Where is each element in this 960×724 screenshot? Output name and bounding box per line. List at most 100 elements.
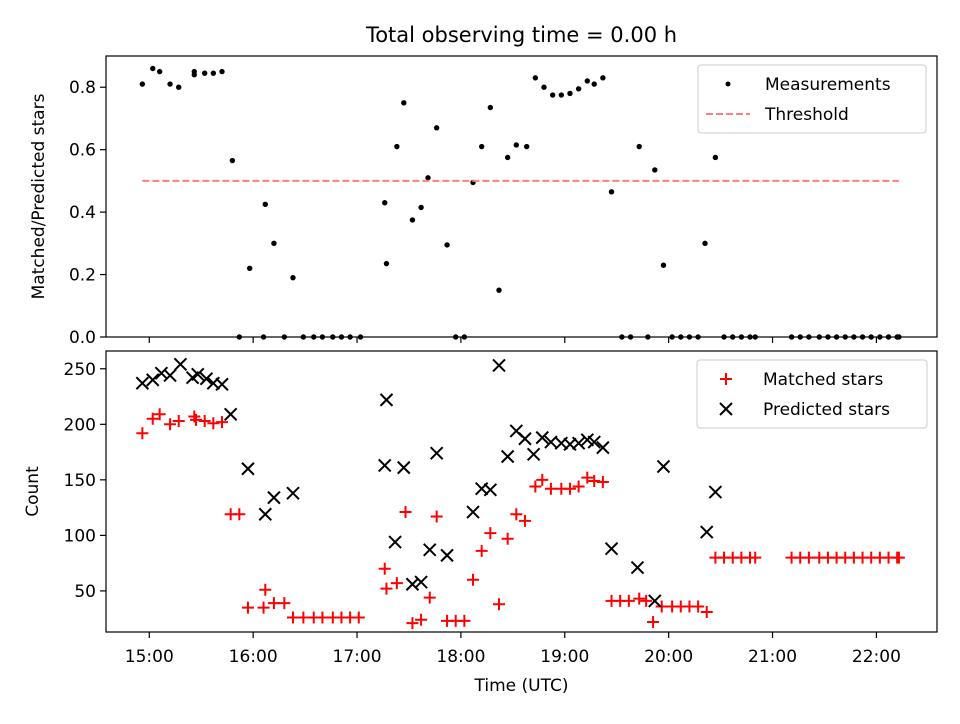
measurement-point	[686, 334, 693, 340]
matched-star-marker	[136, 427, 149, 440]
bottom-panel: 50 100 150 200 250 15:00 16:00 17:00 18:00 19:00…	[23, 350, 938, 696]
measurement-point	[156, 68, 163, 75]
matched-star-marker	[655, 600, 668, 613]
measurement-point	[409, 217, 416, 223]
measurement-point	[877, 334, 883, 340]
predicted-star-marker	[173, 357, 188, 372]
measurement-point	[549, 92, 556, 98]
matched-star-marker	[198, 414, 211, 427]
y-tick-label: 0.4	[69, 203, 96, 223]
matched-star-marker	[286, 611, 299, 624]
predicted-star-marker	[587, 435, 601, 449]
measurement-point	[558, 92, 565, 98]
measurement-point	[139, 81, 146, 87]
x-tick-label: 16:00	[229, 647, 278, 667]
matched-star-marker	[518, 514, 531, 527]
legend-threshold-label: Threshold	[764, 105, 849, 125]
measurement-point	[330, 334, 336, 340]
measurement-point	[600, 75, 606, 81]
matched-star-marker	[233, 508, 246, 521]
measurement-point	[575, 86, 582, 92]
top-y-axis-label: Matched/Predicted stars	[29, 93, 49, 299]
x-tick-label: 18:00	[436, 647, 485, 667]
top-y-ticks: 0.0 0.2 0.4 0.6 0.8	[69, 78, 106, 348]
legend-measurements-label: Measurements	[765, 75, 891, 95]
y-tick-label: 0.2	[69, 266, 96, 286]
measurement-point	[523, 143, 530, 150]
matched-star-marker	[749, 551, 762, 564]
matched-star-marker	[146, 412, 159, 425]
top-legend-box	[697, 64, 927, 134]
predicted-star-marker	[223, 407, 238, 422]
matched-star-marker	[581, 471, 594, 484]
y-tick-label: 250	[64, 360, 96, 380]
measurement-point	[487, 104, 494, 111]
bottom-legend: Matched stars Predicted stars	[696, 359, 928, 429]
chart-title: Total observing time = 0.00 h	[365, 23, 677, 47]
matched-star-marker	[259, 583, 272, 596]
measurement-point	[541, 84, 547, 90]
measurement-point	[645, 334, 651, 340]
measurement-point	[504, 154, 511, 161]
measurement-point	[859, 334, 866, 340]
matched-star-marker	[352, 611, 365, 624]
matched-star-marker	[492, 598, 505, 611]
predicted-star-marker	[596, 440, 610, 455]
predicted-star-marker	[483, 483, 498, 497]
measurement-point	[896, 334, 902, 340]
legend-matched-marker	[720, 373, 732, 385]
matched-star-marker	[378, 562, 391, 575]
predicted-star-marker	[656, 459, 671, 474]
predicted-star-marker	[571, 436, 586, 450]
bottom-y-axis-label: Count	[23, 466, 43, 517]
predicted-star-marker	[440, 548, 454, 563]
predicted-star-marker	[526, 447, 541, 461]
measurement-point	[721, 334, 727, 340]
matched-star-marker	[164, 418, 177, 431]
matched-star-marker	[529, 480, 542, 493]
measurement-point	[851, 334, 857, 340]
matched-star-marker	[536, 473, 549, 486]
measurement-point	[842, 334, 848, 340]
measurement-point	[210, 70, 217, 76]
matched-star-marker	[399, 506, 412, 519]
matched-star-marker	[892, 551, 905, 564]
measurement-point	[678, 334, 684, 340]
measurement-point	[401, 100, 407, 106]
matched-star-marker	[484, 527, 497, 540]
matched-star-marker	[190, 413, 203, 426]
legend-predicted-label: Predicted stars	[763, 400, 890, 420]
matched-star-marker	[802, 551, 815, 564]
measurement-point	[425, 175, 431, 181]
predicted-star-marker	[405, 577, 420, 591]
measurement-point	[300, 334, 307, 340]
measurement-point	[176, 84, 182, 90]
measurement-point	[730, 334, 736, 340]
measurement-point	[712, 154, 719, 161]
matched-star-marker	[430, 510, 443, 523]
measurement-point	[496, 287, 502, 293]
legend-measurements-marker	[725, 81, 731, 87]
predicted-star-marker	[648, 594, 662, 608]
predicted-star-marker	[397, 460, 411, 475]
predicted-star-marker	[535, 430, 549, 445]
measurement-point	[660, 262, 667, 268]
y-tick-label: 200	[64, 415, 96, 435]
measurement-point	[383, 260, 390, 267]
measurement-point	[532, 75, 539, 81]
x-tick-label: 22:00	[852, 647, 901, 667]
measurement-point	[833, 334, 840, 340]
measurement-point	[229, 157, 236, 164]
measurement-point	[433, 125, 440, 131]
measurement-point	[619, 334, 625, 340]
predicted-star-marker	[423, 543, 437, 557]
measurement-point	[357, 334, 364, 340]
predicted-star-marker	[154, 366, 169, 380]
measurement-point	[788, 334, 795, 340]
predicted-star-marker	[388, 535, 402, 549]
measurement-point	[338, 334, 345, 340]
predicted-star-marker	[518, 432, 532, 446]
measurement-point	[627, 334, 634, 340]
matched-star-marker	[467, 573, 480, 586]
measurement-point	[246, 265, 253, 272]
